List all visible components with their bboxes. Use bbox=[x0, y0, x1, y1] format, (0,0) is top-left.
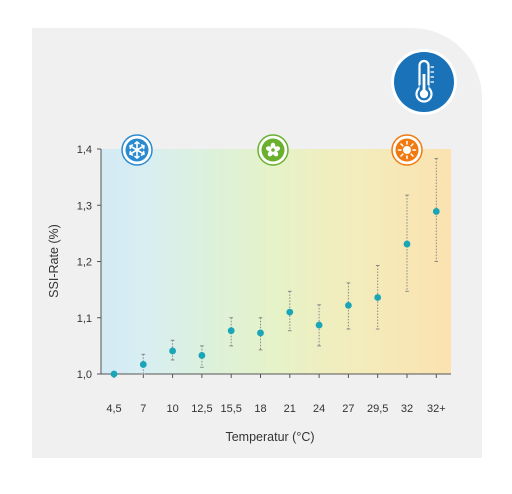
error-bar bbox=[346, 282, 351, 330]
snowflake-icon bbox=[121, 134, 153, 166]
data-point bbox=[345, 301, 352, 309]
x-tick-label: 4,5 bbox=[106, 403, 121, 415]
x-axis-title: Temperatur (°C) bbox=[225, 430, 314, 444]
sun-icon bbox=[391, 134, 423, 166]
x-tick-label: 21 bbox=[284, 403, 296, 415]
data-point bbox=[374, 294, 382, 301]
data-point bbox=[257, 329, 264, 337]
error-bar bbox=[317, 304, 321, 347]
x-tick-label: 32+ bbox=[427, 403, 446, 415]
x-tick-label: 12,5 bbox=[191, 403, 212, 415]
y-axis-title: SSI-Rate (%) bbox=[47, 224, 61, 298]
thermometer-icon bbox=[391, 49, 457, 115]
x-tick-label: 24 bbox=[313, 403, 325, 415]
x-tick-label: 15,5 bbox=[220, 403, 241, 415]
y-tick-label: 1,0 bbox=[77, 369, 92, 381]
x-tick-label: 18 bbox=[254, 403, 266, 415]
data-point bbox=[110, 370, 118, 378]
y-tick-label: 1,1 bbox=[77, 313, 92, 325]
x-tick-label: 27 bbox=[342, 403, 354, 415]
x-tick-label: 29,5 bbox=[367, 403, 388, 415]
error-bar bbox=[200, 345, 204, 368]
flower-icon bbox=[257, 134, 289, 166]
data-point bbox=[315, 321, 323, 329]
plot-background bbox=[101, 149, 451, 374]
error-bar bbox=[375, 264, 380, 330]
data-point bbox=[227, 327, 235, 335]
error-bar bbox=[288, 290, 292, 332]
data-point bbox=[286, 308, 294, 316]
data-point bbox=[198, 352, 206, 359]
x-tick-label: 32 bbox=[401, 403, 413, 415]
y-tick-label: 1,3 bbox=[77, 200, 92, 212]
error-bar bbox=[229, 317, 233, 347]
data-point bbox=[403, 240, 411, 248]
y-tick-label: 1,4 bbox=[77, 144, 92, 156]
data-point bbox=[169, 347, 177, 355]
x-tick-label: 10 bbox=[166, 403, 178, 415]
x-tick-label: 7 bbox=[140, 403, 146, 415]
y-tick-label: 1,2 bbox=[77, 257, 92, 269]
data-point bbox=[139, 361, 147, 368]
data-point bbox=[432, 208, 440, 215]
